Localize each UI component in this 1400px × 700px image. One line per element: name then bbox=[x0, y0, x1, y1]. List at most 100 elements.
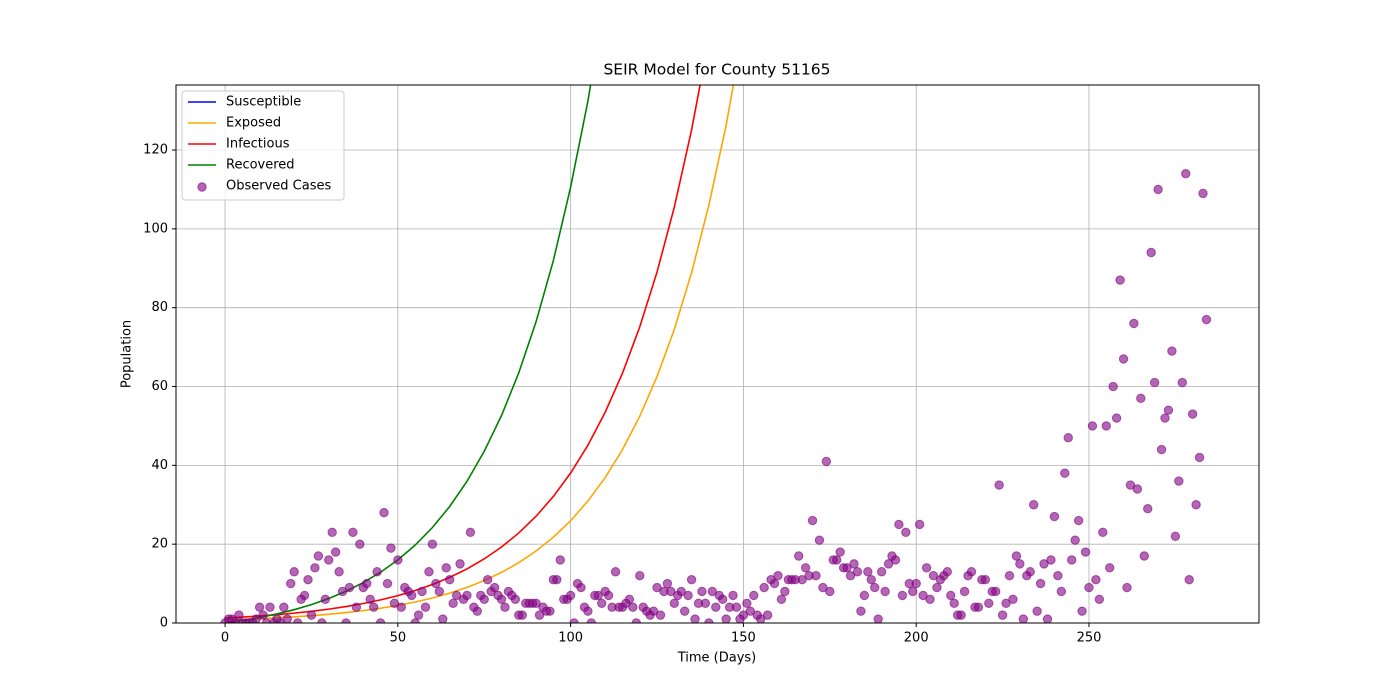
scatter-point bbox=[890, 555, 901, 565]
scatter-point bbox=[254, 602, 265, 612]
scatter-point bbox=[873, 614, 883, 623]
scatter-point bbox=[393, 555, 403, 565]
scatter-point bbox=[286, 578, 296, 589]
scatter-point bbox=[265, 602, 275, 612]
scatter-point bbox=[683, 590, 693, 601]
scatter-point bbox=[738, 610, 749, 620]
scatter-point bbox=[1035, 578, 1046, 589]
scatter-point bbox=[552, 574, 562, 585]
scatter-point bbox=[324, 555, 334, 565]
scatter-point bbox=[1167, 346, 1177, 356]
scatter-point bbox=[382, 578, 393, 589]
scatter-point bbox=[773, 571, 783, 581]
y-tick-label: 20 bbox=[151, 537, 168, 552]
scatter-point bbox=[282, 614, 292, 623]
scatter-point bbox=[1018, 614, 1029, 623]
scatter-point bbox=[901, 527, 911, 538]
scatter-point bbox=[434, 586, 445, 597]
scatter-point bbox=[597, 598, 607, 608]
scatter-point bbox=[1149, 377, 1160, 388]
scatter-point bbox=[648, 606, 659, 616]
scatter-point bbox=[1146, 247, 1156, 258]
scatter-point bbox=[800, 563, 811, 573]
scatter-point bbox=[669, 598, 680, 608]
scatter-point bbox=[1063, 433, 1073, 443]
scatter-point bbox=[794, 551, 804, 561]
scatter-point bbox=[1056, 586, 1067, 597]
plot-frame bbox=[175, 84, 1260, 624]
scatter-point bbox=[1032, 606, 1042, 616]
y-tick-label: 60 bbox=[151, 379, 168, 394]
scatter-point bbox=[1201, 314, 1212, 325]
scatter-point bbox=[866, 574, 876, 585]
scatter-point bbox=[721, 614, 731, 623]
scatter-point bbox=[894, 519, 904, 530]
scatter-point bbox=[448, 598, 458, 608]
scatter-point bbox=[496, 594, 507, 605]
scatter-point bbox=[386, 543, 396, 553]
scatter-point bbox=[628, 602, 638, 612]
scatter-point bbox=[859, 590, 870, 601]
scatter-point bbox=[624, 594, 635, 605]
scatter-point bbox=[700, 598, 711, 608]
scatter-point bbox=[472, 606, 483, 616]
scatter-point bbox=[1111, 413, 1122, 423]
scatter-point bbox=[973, 602, 984, 612]
scatter-point bbox=[666, 586, 676, 597]
scatter-point bbox=[956, 610, 966, 620]
y-axis-label: Population bbox=[120, 320, 135, 388]
scatter-point bbox=[1042, 614, 1053, 623]
scatter-point bbox=[870, 582, 880, 593]
scatter-point bbox=[811, 571, 821, 581]
scatter-point bbox=[742, 598, 752, 608]
scatter-point bbox=[451, 590, 462, 601]
scatter-point bbox=[489, 582, 500, 593]
plot-area bbox=[220, 85, 1212, 623]
scatter-point bbox=[424, 567, 434, 577]
scatter-point bbox=[697, 586, 707, 597]
scatter-point bbox=[835, 547, 845, 557]
scatter-point bbox=[1139, 551, 1149, 561]
scatter-point bbox=[479, 594, 489, 605]
scatter-point bbox=[949, 598, 959, 608]
scatter-point bbox=[1060, 468, 1070, 478]
scatter-point bbox=[1153, 184, 1163, 195]
scatter-point bbox=[863, 567, 873, 577]
scatter-point bbox=[455, 559, 465, 569]
scatter-point bbox=[852, 567, 863, 577]
scatter-point bbox=[1073, 515, 1084, 526]
scatter-point bbox=[379, 507, 389, 518]
scatter-point bbox=[921, 563, 932, 573]
scatter-point bbox=[984, 598, 994, 608]
scatter-point bbox=[251, 614, 261, 623]
scatter-point bbox=[482, 574, 493, 585]
scatter-point bbox=[686, 574, 697, 585]
scatter-point bbox=[1080, 547, 1091, 557]
y-tick-label: 80 bbox=[151, 300, 168, 315]
scatter-point bbox=[814, 535, 825, 545]
scatter-point bbox=[1129, 318, 1139, 329]
scatter-point bbox=[759, 582, 769, 593]
scatter-point bbox=[413, 610, 424, 620]
scatter-point bbox=[1091, 574, 1101, 585]
scatter-point bbox=[500, 602, 510, 612]
scatter-point bbox=[1046, 555, 1056, 565]
scatter-point bbox=[1008, 594, 1018, 605]
scatter-point bbox=[1194, 452, 1205, 463]
scatter-point bbox=[1187, 409, 1198, 419]
scatter-point bbox=[928, 571, 939, 581]
scatter-point bbox=[337, 586, 348, 597]
scatter-point bbox=[1163, 405, 1174, 415]
scatter-point bbox=[1156, 444, 1167, 455]
scatter-point bbox=[1160, 413, 1170, 423]
scatter-point bbox=[1067, 555, 1077, 565]
scatter-point bbox=[396, 602, 407, 612]
scatter-point bbox=[406, 590, 417, 601]
scatter-point bbox=[1108, 381, 1118, 392]
x-tick-label: 150 bbox=[731, 631, 756, 646]
scatter-point bbox=[717, 594, 728, 605]
chart-title: SEIR Model for County 51165 bbox=[603, 61, 830, 79]
scatter-point bbox=[303, 574, 313, 585]
legend-marker bbox=[197, 182, 207, 192]
